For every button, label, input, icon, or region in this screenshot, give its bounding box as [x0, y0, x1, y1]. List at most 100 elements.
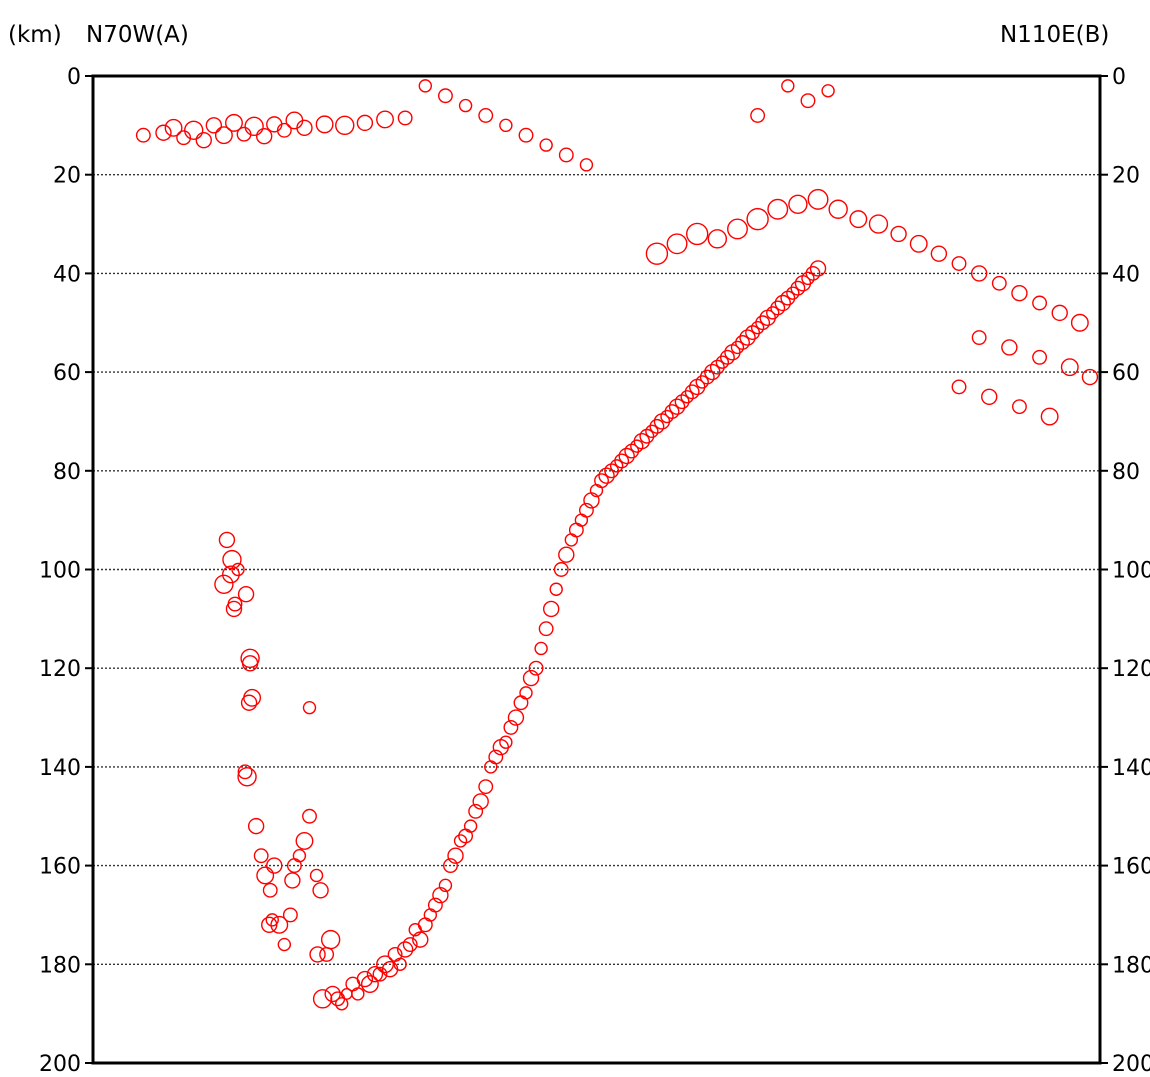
hypocenter-point — [402, 937, 418, 953]
hypocenter-point — [266, 857, 283, 874]
hypocenter-point — [438, 878, 453, 893]
hypocenter-point — [284, 872, 301, 889]
hypocenter-point — [788, 194, 808, 215]
y-tick-label-right: 60 — [1112, 361, 1140, 386]
hypocenter-point — [781, 79, 795, 93]
hypocenter-point — [164, 118, 183, 137]
hypocenter-point — [739, 329, 756, 346]
y-tick-label-right: 180 — [1112, 953, 1150, 978]
y-tick-label-right: 0 — [1112, 65, 1126, 90]
hypocenter-point — [821, 84, 835, 98]
hypocenter-point — [553, 562, 569, 577]
hypocenter-point — [427, 897, 443, 913]
hypocenter-point — [309, 946, 326, 963]
hypocenter-point — [356, 970, 374, 988]
hypocenter-point — [356, 114, 374, 132]
hypocenter-point — [594, 473, 609, 489]
hypocenter-point — [237, 767, 257, 787]
hypocenter-point — [292, 849, 307, 863]
hypocenter-point — [309, 868, 324, 883]
hypocenter-point — [549, 582, 563, 596]
hypocenter-point — [750, 320, 765, 335]
hypocenter-point — [518, 127, 534, 143]
hypocenter-point — [205, 117, 223, 134]
y-tick-label-left: 140 — [39, 756, 81, 781]
hypocenter-point — [645, 242, 669, 265]
hypocenter-point — [237, 764, 253, 780]
hypocenter-point — [1011, 284, 1028, 302]
hypocenter-point — [214, 126, 233, 145]
y-tick-label-right: 120 — [1112, 657, 1150, 682]
hypocenter-point — [302, 700, 317, 715]
hypocenter-point — [542, 600, 560, 618]
hypocenter-point — [183, 120, 204, 140]
hypocenter-point — [372, 966, 388, 982]
hypocenter-point — [807, 188, 829, 210]
y-tick-label-left: 100 — [39, 559, 81, 584]
hypocenter-point — [790, 280, 806, 296]
hypocenter-point — [453, 834, 468, 848]
hypocenter-point — [981, 388, 998, 405]
unit-label: (km) — [8, 22, 62, 48]
hypocenter-point — [478, 108, 494, 123]
hypocenter-point — [828, 199, 848, 219]
hypocenter-point — [598, 467, 615, 484]
hypocenter-point — [666, 233, 688, 255]
hypocenter-point — [458, 98, 473, 113]
hypocenter-point — [255, 128, 273, 145]
hypocenter-point — [241, 655, 259, 672]
hypocenter-point — [1011, 399, 1027, 415]
hypocenter-point — [277, 937, 292, 952]
hypocenter-point — [609, 459, 624, 473]
hypocenter-point — [312, 882, 329, 899]
y-tick-label-right: 160 — [1112, 855, 1150, 880]
hypocenter-point — [231, 562, 245, 577]
hypocenter-point — [244, 116, 264, 137]
hypocenter-point — [1081, 368, 1099, 386]
hypocenter-point — [247, 817, 265, 835]
hypocenter-point — [227, 596, 243, 612]
hypocenter-point — [849, 210, 868, 229]
y-tick-label-left: 80 — [53, 460, 81, 485]
hypocenter-point — [786, 286, 800, 300]
hypocenter-point — [418, 79, 433, 93]
hypocenter-point — [366, 965, 384, 983]
hypocenter-point — [296, 119, 313, 137]
y-tick-label-left: 120 — [39, 657, 81, 682]
hypocenter-point — [243, 688, 262, 707]
hypocenter-point — [443, 858, 458, 874]
hypocenter-point — [695, 375, 709, 389]
hypocenter-point — [686, 222, 709, 246]
hypocenter-point — [302, 808, 317, 824]
hypocenter-point — [236, 126, 252, 142]
hypocenter-point — [1040, 407, 1059, 426]
hypocenter-point — [715, 355, 730, 369]
hypocenter-point — [800, 93, 816, 109]
hypocenter-point — [478, 779, 494, 795]
hypocenter-point — [890, 225, 907, 243]
hypocenter-points — [135, 79, 1099, 1011]
hypocenter-point — [423, 908, 438, 922]
hypocenter-point — [668, 398, 686, 415]
hypocenter-point — [801, 271, 815, 286]
hypocenter-point — [312, 989, 333, 1009]
hypocenter-point — [645, 424, 659, 439]
hypocenter-point — [155, 124, 172, 141]
hypocenter-point — [528, 660, 544, 676]
hypocenter-point — [558, 546, 575, 563]
y-tick-label-left: 60 — [53, 361, 81, 386]
hypocenter-point — [1001, 339, 1018, 356]
y-tick-label-left: 160 — [39, 855, 81, 880]
hypocenter-point — [176, 130, 192, 146]
hypocenter-point — [397, 110, 413, 126]
hypocenter-point — [649, 418, 665, 434]
y-tick-label-right: 100 — [1112, 559, 1150, 584]
hypocenter-point — [499, 118, 513, 133]
hypocenter-point — [503, 719, 519, 735]
hypocenter-point — [951, 256, 967, 271]
y-tick-label-right: 80 — [1112, 460, 1140, 485]
hypocenter-point — [534, 641, 548, 656]
y-tick-label-left: 0 — [67, 65, 81, 90]
hypocenter-point — [447, 847, 464, 864]
